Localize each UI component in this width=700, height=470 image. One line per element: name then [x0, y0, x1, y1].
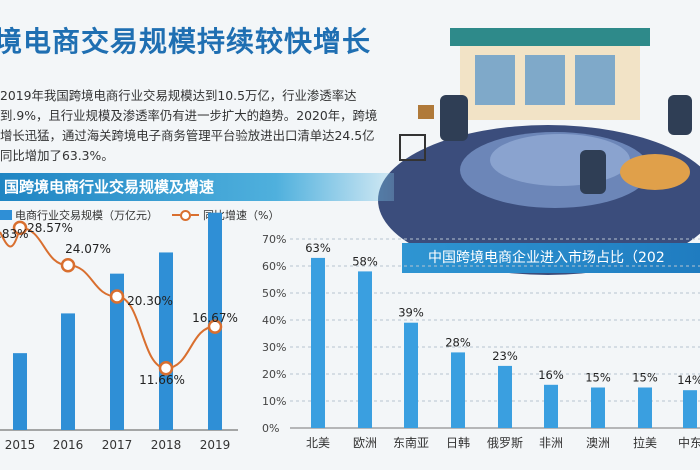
chart1-x-tick: 2017: [102, 438, 133, 452]
chart1-x-tick: 2019: [200, 438, 231, 452]
chart1-line-label: 24.07%: [65, 242, 111, 256]
chart2-y-tick: 50%: [262, 287, 286, 300]
chart2-bar: [451, 352, 465, 428]
chart2-x-tick: 北美: [306, 436, 330, 450]
chart2-bar: [683, 390, 697, 428]
chart2-y-tick: 60%: [262, 260, 286, 273]
ecommerce-illustration: [378, 28, 700, 275]
chart2-x-tick: 中东: [678, 435, 700, 450]
chart1-bar: [61, 313, 75, 430]
chart2-y-tick: 70%: [262, 233, 286, 246]
chart1-line-point: [158, 360, 174, 376]
chart2-bar: [638, 387, 652, 428]
intro-paragraph: 2019年我国跨境电商行业交易规模达到10.5万亿，行业渗透率达到.9%，且行业…: [0, 88, 378, 163]
chart2-y-tick: 30%: [262, 341, 286, 354]
chart2-value-label: 23%: [492, 349, 518, 363]
chart1-line-point: [12, 220, 28, 236]
chart2-value-label: 39%: [398, 306, 424, 320]
legend-line-swatch: [172, 209, 199, 221]
chart2-bar: [311, 257, 325, 428]
chart2-x-tick: 澳洲: [586, 436, 610, 450]
legend-bar-swatch: [0, 210, 12, 220]
headline: 境电商交易规模持续较快增长: [0, 25, 372, 58]
chart1-bar: [110, 273, 124, 430]
chart1-x-tick: 2015: [5, 438, 36, 452]
chart1-legend: 电商行业交易规模（万亿元） 同比增速（%）: [0, 207, 279, 223]
chart1-line-label: 11.66%: [139, 373, 185, 387]
chart1-line-label: 28.57%: [27, 221, 73, 235]
chart2-value-label: 28%: [445, 335, 471, 349]
legend-line-label: 同比增速（%）: [203, 209, 280, 222]
chart2-x-tick: 东南亚: [393, 435, 429, 450]
chart2-value-label: 58%: [352, 254, 378, 268]
chart2-value-label: 15%: [632, 371, 658, 385]
chart2-y-tick: 20%: [262, 368, 286, 381]
chart2-x-tick: 欧洲: [353, 436, 377, 450]
chart2-y-tick: 0%: [262, 422, 279, 435]
chart1-line-label: 20.30%: [127, 294, 173, 308]
legend-bar-label: 电商行业交易规模（万亿元）: [15, 209, 158, 222]
chart2-value-label: 16%: [538, 368, 564, 382]
chart2-bar: [358, 271, 372, 428]
chart1-bar: [159, 252, 173, 430]
chart2-bar: [591, 387, 605, 428]
chart2-bar: [404, 322, 418, 428]
chart2-y-tick: 10%: [262, 395, 286, 408]
chart2-value-label: 15%: [585, 371, 611, 385]
chart2-x-tick: 日韩: [446, 435, 470, 450]
chart2-bar: [498, 365, 512, 428]
chart2-bar: [544, 384, 558, 428]
chart1-line-point: [60, 257, 76, 273]
chart2-x-tick: 俄罗斯: [487, 436, 523, 450]
chart1-x-tick: 2018: [151, 438, 182, 452]
chart1-bar: [13, 353, 27, 430]
chart1-title-banner: 国跨境电商行业交易规模及增速: [0, 173, 394, 201]
chart1-line-label: .83%: [0, 227, 29, 241]
chart2-x-tick: 拉美: [633, 435, 657, 450]
chart2-value-label: 14%: [677, 373, 700, 387]
chart1-line-label: 16.67%: [192, 311, 238, 325]
chart1-x-tick: 2016: [53, 438, 84, 452]
chart1-line-point: [109, 289, 125, 304]
chart2-title-banner: 中国跨境电商企业进入市场占比（202: [402, 243, 700, 273]
chart2-x-tick: 非洲: [539, 436, 563, 450]
chart2-y-tick: 40%: [262, 314, 286, 327]
chart1-line-point: [207, 319, 223, 334]
chart2-value-label: 63%: [305, 241, 331, 255]
